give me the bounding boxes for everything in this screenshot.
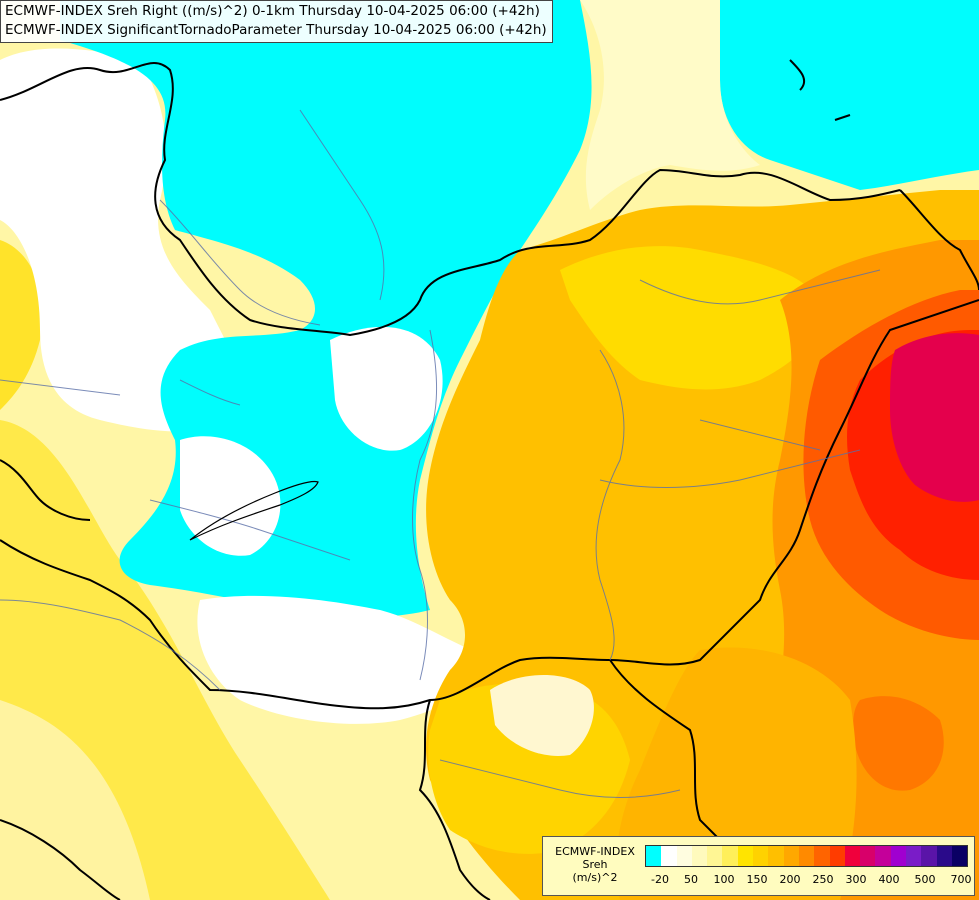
legend-swatch [829,846,845,866]
legend-tick-label: 150 [746,873,768,886]
legend-title-model: ECMWF-INDEX [555,845,635,858]
legend-swatch [844,846,861,866]
legend-tick-label: 300 [845,873,867,886]
southwest-light-region [0,700,150,900]
legend-swatch [951,846,968,866]
east-crimson-max [890,333,979,502]
legend-swatch [768,846,784,866]
legend-tick-label: 250 [812,873,834,886]
legend-swatch [798,846,815,866]
southeast-orange-blob [853,696,944,791]
legend-swatch [646,846,662,866]
legend-title-unit: (m/s)^2 [572,871,618,884]
country-borders [0,59,979,900]
map-title-line-1: ECMWF-INDEX Sreh Right ((m/s)^2) 0-1km T… [5,3,540,19]
north-white-patches [330,326,443,451]
legend-swatch [921,846,937,866]
legend-swatch [814,846,830,866]
legend-tick-label: 700 [950,873,972,886]
legend-swatch [860,846,876,866]
rivers [0,109,881,798]
legend-tick-label: 100 [713,873,735,886]
legend-tick-label: 500 [914,873,936,886]
legend-swatch [676,846,692,866]
map-title-box: ECMWF-INDEX Sreh Right ((m/s)^2) 0-1km T… [0,0,553,43]
legend-swatch [906,846,922,866]
legend-swatch [661,846,677,866]
northeast-cyan [720,0,979,190]
northwest-white [0,48,239,432]
legend-swatch [737,846,754,866]
legend-tick-label: -20 [651,873,669,886]
map-title-line-2: ECMWF-INDEX SignificantTornadoParameter … [5,22,547,38]
center-white-band [180,436,281,556]
south-center-white [490,675,594,756]
north-center-yellow [580,0,760,210]
legend-tick-label: 50 [684,873,698,886]
west-mid-yellow [0,240,43,410]
south-white-band [197,595,501,724]
legend-labels: -20 50 100 150 200 250 300 400 500 700 [645,873,971,889]
color-legend: ECMWF-INDEX Sreh (m/s)^2 -20 50 100 150 200 2… [542,836,975,896]
legend-tick-label: 400 [878,873,900,886]
legend-swatch [875,846,891,866]
legend-swatch [936,846,952,866]
legend-tick-label: 200 [779,873,801,886]
legend-swatch [707,846,723,866]
legend-swatch [890,846,907,866]
lake-balaton [189,480,319,541]
legend-title: ECMWF-INDEX Sreh (m/s)^2 [547,845,643,884]
legend-swatches [645,845,969,867]
legend-swatch [691,846,708,866]
legend-swatch [783,846,799,866]
legend-swatch [753,846,769,866]
central-yellow-inner [560,246,822,390]
legend-title-param: Sreh [582,858,608,871]
legend-swatch [722,846,738,866]
